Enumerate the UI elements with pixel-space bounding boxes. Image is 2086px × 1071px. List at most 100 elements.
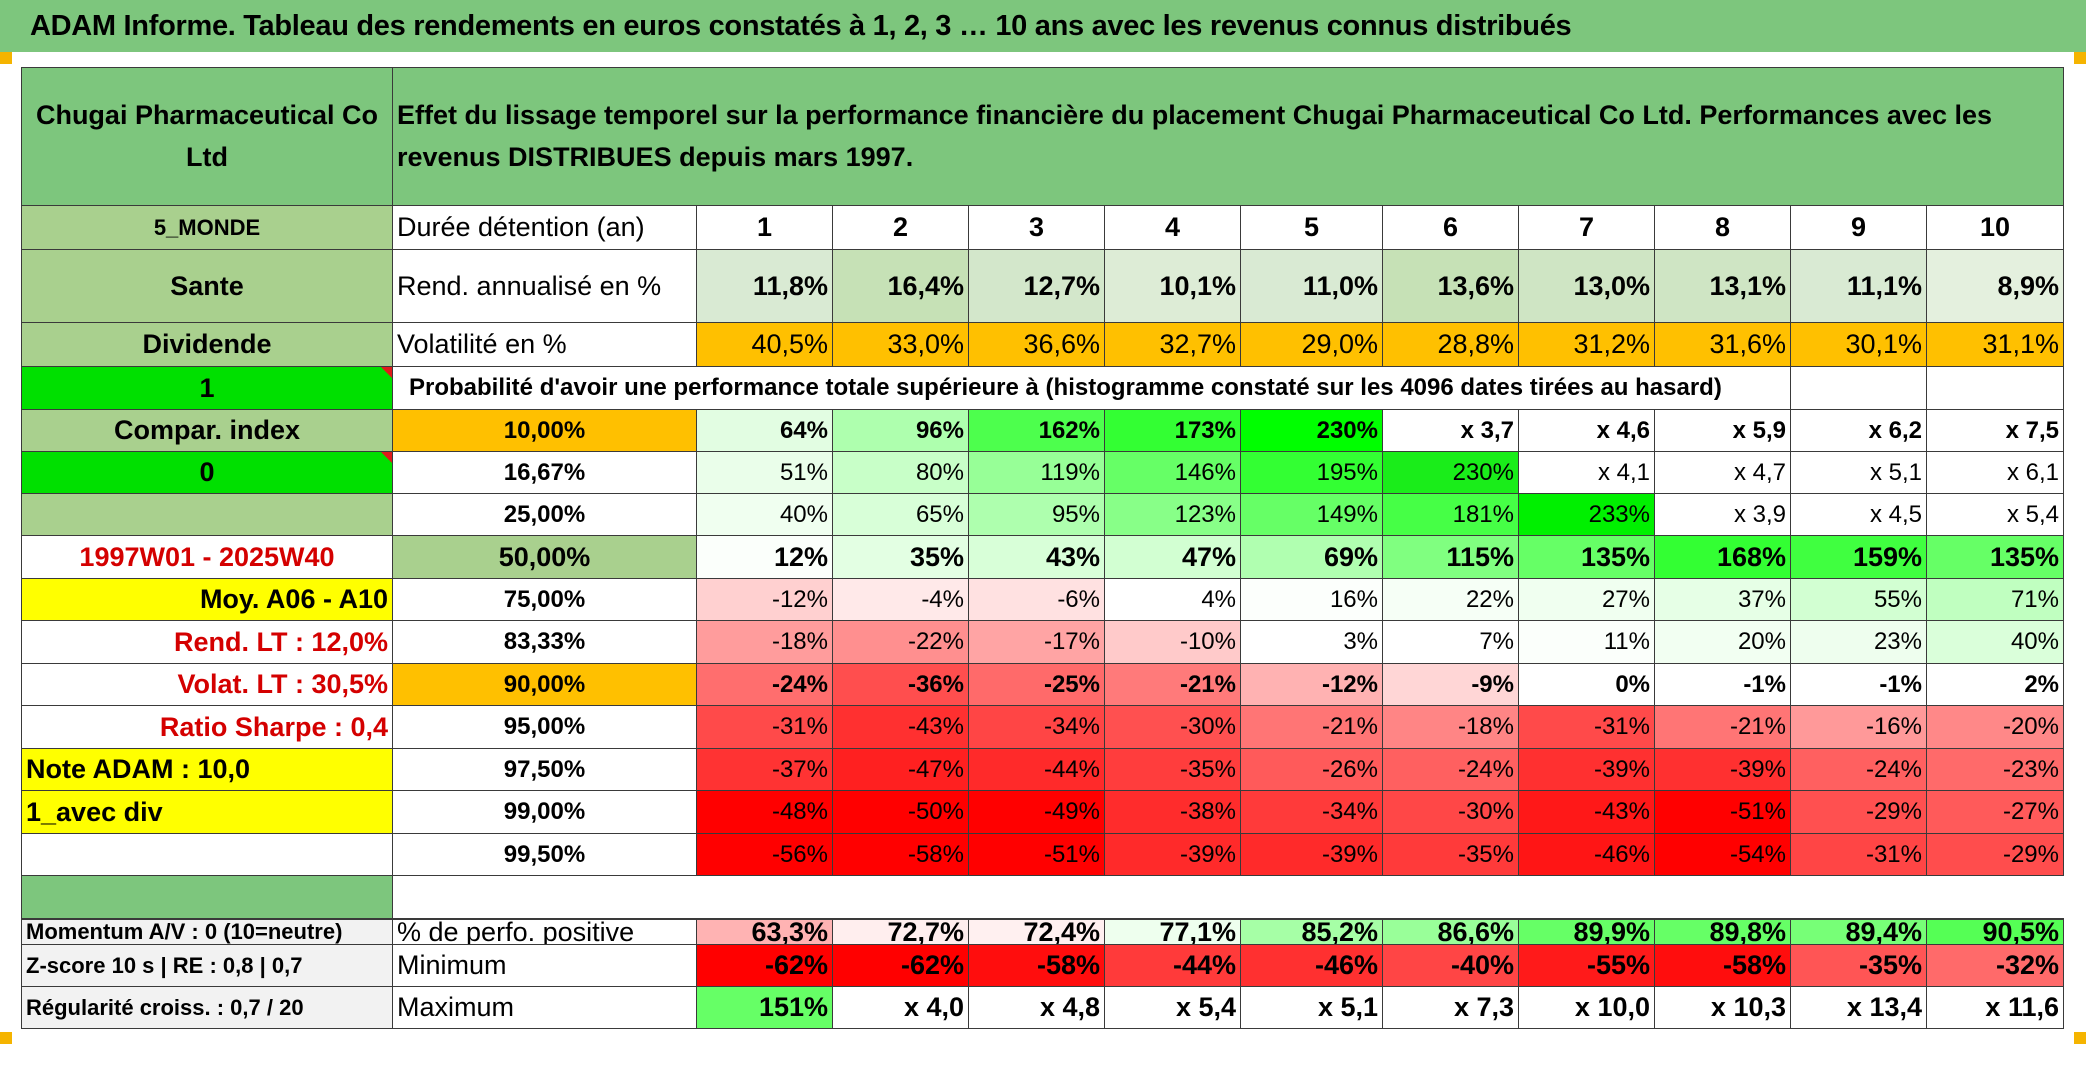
- probability-value: 40%: [1927, 621, 2064, 664]
- probability-value: -54%: [1655, 834, 1791, 876]
- year-header: 2: [833, 206, 969, 250]
- probability-value: 230%: [1241, 410, 1383, 452]
- probability-threshold: 99,00%: [393, 791, 697, 834]
- probability-value: 168%: [1655, 536, 1791, 579]
- company-name: Chugai Pharmaceutical Co Ltd: [21, 67, 393, 206]
- probability-value: 95%: [969, 494, 1105, 536]
- annual-return-value: 11,0%: [1241, 250, 1383, 323]
- annual-return-value: 13,1%: [1655, 250, 1791, 323]
- probability-value: -48%: [697, 791, 833, 834]
- minimum-value: -58%: [1655, 945, 1791, 987]
- probability-value: 135%: [1927, 536, 2064, 579]
- probability-value: -39%: [1105, 834, 1241, 876]
- compare-index-label: Compar. index: [21, 410, 393, 452]
- probability-value: 16%: [1241, 579, 1383, 621]
- year-header: 3: [969, 206, 1105, 250]
- probability-value: -56%: [697, 834, 833, 876]
- year-header: 1: [697, 206, 833, 250]
- annual-return-value: 13,0%: [1519, 250, 1655, 323]
- separator-cell: [21, 876, 393, 919]
- probability-value: 159%: [1791, 536, 1927, 579]
- probability-value: -24%: [1791, 749, 1927, 791]
- probability-value: -1%: [1791, 664, 1927, 706]
- volatility-value: 31,1%: [1927, 323, 2064, 367]
- positive-share-value: 90,5%: [1927, 919, 2064, 945]
- probability-value: 23%: [1791, 621, 1927, 664]
- adam-score: Note ADAM : 10,0: [21, 749, 393, 791]
- sector-label: Sante: [21, 250, 393, 323]
- empty-cell: [1927, 367, 2064, 410]
- probability-value: -24%: [697, 664, 833, 706]
- minimum-value: -44%: [1105, 945, 1241, 987]
- probability-value: -58%: [833, 834, 969, 876]
- corner-marker: [0, 52, 12, 64]
- annual-return-value: 10,1%: [1105, 250, 1241, 323]
- probability-threshold: 90,00%: [393, 664, 697, 706]
- maximum-value: x 7,3: [1383, 987, 1519, 1029]
- probability-value: -34%: [1241, 791, 1383, 834]
- probability-value: -23%: [1927, 749, 2064, 791]
- probability-value: x 4,6: [1519, 410, 1655, 452]
- empty-cell: [1791, 367, 1927, 410]
- report-title: ADAM Informe. Tableau des rendements en …: [0, 0, 2086, 52]
- separator-cell: [393, 876, 2064, 919]
- probability-value: -6%: [969, 579, 1105, 621]
- probability-value: -26%: [1241, 749, 1383, 791]
- probability-value: -51%: [1655, 791, 1791, 834]
- probability-value: -24%: [1383, 749, 1519, 791]
- year-header: 9: [1791, 206, 1927, 250]
- duration-header: Durée détention (an): [393, 206, 697, 250]
- minimum-value: -62%: [697, 945, 833, 987]
- year-header: 8: [1655, 206, 1791, 250]
- year-header: 7: [1519, 206, 1655, 250]
- selector-zero: 0: [21, 452, 393, 494]
- probability-value: -31%: [1791, 834, 1927, 876]
- volatility-header: Volatilité en %: [393, 323, 697, 367]
- minimum-value: -40%: [1383, 945, 1519, 987]
- probability-value: -1%: [1655, 664, 1791, 706]
- probability-value: -12%: [697, 579, 833, 621]
- positive-share-value: 86,6%: [1383, 919, 1519, 945]
- volatility-value: 31,2%: [1519, 323, 1655, 367]
- volatility-value: 31,6%: [1655, 323, 1791, 367]
- probability-value: 162%: [969, 410, 1105, 452]
- empty-cell: [21, 494, 393, 536]
- minimum-value: -32%: [1927, 945, 2064, 987]
- probability-value: -49%: [969, 791, 1105, 834]
- positive-share-value: 89,4%: [1791, 919, 1927, 945]
- probability-value: x 4,7: [1655, 452, 1791, 494]
- probability-threshold: 97,50%: [393, 749, 697, 791]
- probability-value: 27%: [1519, 579, 1655, 621]
- probability-header: Probabilité d'avoir une performance tota…: [393, 367, 1791, 410]
- probability-value: -27%: [1927, 791, 2064, 834]
- probability-value: 146%: [1105, 452, 1241, 494]
- probability-value: -39%: [1519, 749, 1655, 791]
- probability-value: 43%: [969, 536, 1105, 579]
- probability-value: 149%: [1241, 494, 1383, 536]
- probability-value: x 7,5: [1927, 410, 2064, 452]
- probability-value: -18%: [1383, 706, 1519, 749]
- probability-value: 40%: [697, 494, 833, 536]
- year-header: 10: [1927, 206, 2064, 250]
- probability-value: -39%: [1241, 834, 1383, 876]
- probability-value: -10%: [1105, 621, 1241, 664]
- probability-value: -9%: [1383, 664, 1519, 706]
- probability-value: -18%: [697, 621, 833, 664]
- positive-share-value: 85,2%: [1241, 919, 1383, 945]
- sharpe-ratio: Ratio Sharpe : 0,4: [21, 706, 393, 749]
- probability-value: 22%: [1383, 579, 1519, 621]
- probability-value: 64%: [697, 410, 833, 452]
- probability-value: 115%: [1383, 536, 1519, 579]
- probability-threshold: 75,00%: [393, 579, 697, 621]
- return-header: Rend. annualisé en %: [393, 250, 697, 323]
- probability-value: -25%: [969, 664, 1105, 706]
- probability-value: -30%: [1383, 791, 1519, 834]
- annual-return-value: 8,9%: [1927, 250, 2064, 323]
- minimum-value: -55%: [1519, 945, 1655, 987]
- probability-value: 123%: [1105, 494, 1241, 536]
- min-header: Minimum: [393, 945, 697, 987]
- positive-share-value: 89,9%: [1519, 919, 1655, 945]
- volatility-value: 40,5%: [697, 323, 833, 367]
- maximum-value: x 4,8: [969, 987, 1105, 1029]
- annual-return-value: 16,4%: [833, 250, 969, 323]
